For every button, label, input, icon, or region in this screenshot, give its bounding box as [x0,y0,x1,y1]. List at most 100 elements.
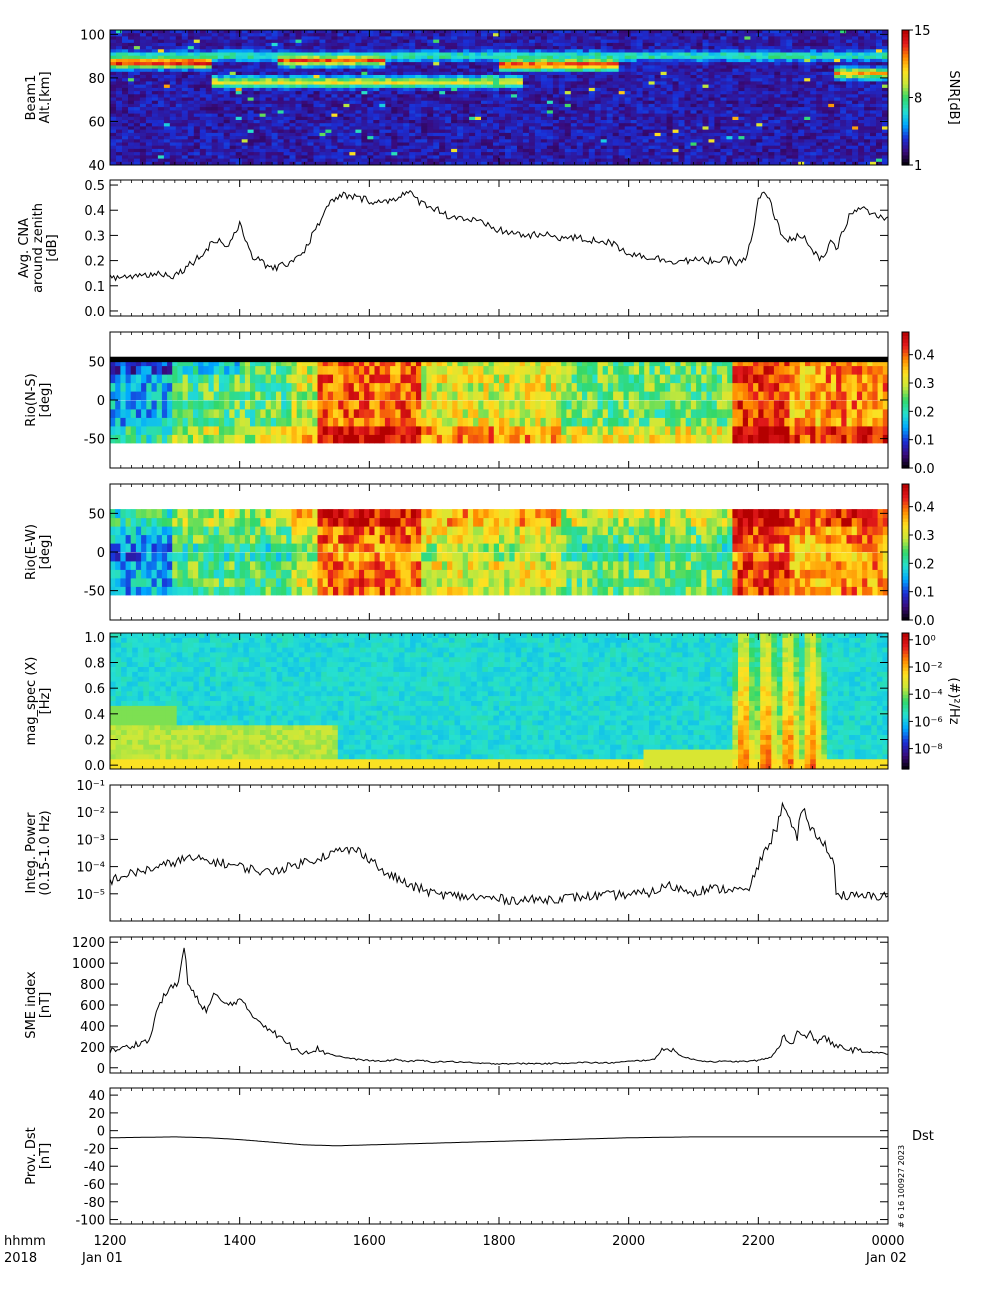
snr-cell [241,116,249,121]
snr-cell [684,110,691,115]
snr-cell [882,75,889,79]
snr-cell [846,107,853,111]
snr-cell [540,145,548,150]
snr-cell [187,100,195,105]
snr-cell [594,68,602,73]
snr-cell [702,71,709,76]
snr-cell [145,136,153,140]
snr-cell [834,87,841,92]
snr-cell [373,116,380,121]
snr-cell [762,113,769,118]
snr-cell [289,36,296,41]
snr-cell [558,58,566,63]
snr-cell [439,75,446,79]
snr-cell [361,71,368,76]
snr-cell [624,39,632,44]
snr-cell [445,75,452,79]
snr-cell [714,55,721,60]
snr-cell [858,42,865,47]
snr-cell [876,39,883,44]
snr-cell [864,46,871,50]
snr-cell [367,39,374,44]
snr-cell [421,100,428,105]
snr-cell [499,75,506,79]
snr-cell [463,65,470,70]
snr-cell [732,113,739,118]
snr-cell [271,39,279,44]
snr-cell [451,84,458,89]
snr-cell [612,129,620,134]
snr-cell [594,116,602,121]
snr-cell [421,142,428,147]
snr-cell [798,36,805,41]
snr-cell [463,120,470,124]
snr-cell [714,132,721,137]
snr-cell [475,129,482,134]
snr-cell [229,87,237,92]
snr-cell [175,68,183,73]
snr-cell [618,52,626,57]
snr-cell [810,129,817,134]
snr-cell [810,49,817,53]
snr-cell [726,142,733,147]
snr-cell [349,136,356,140]
snr-cell [271,116,279,121]
snr-cell [319,30,326,34]
snr-cell [145,100,153,105]
snr-cell [169,100,177,105]
snr-cell [660,139,668,143]
snr-cell [864,113,871,118]
snr-cell [445,87,452,92]
snr-cell [205,136,213,140]
snr-cell [451,123,458,127]
snr-cell [451,139,458,143]
snr-cell [546,68,554,73]
snr-cell [139,33,147,37]
snr-cell [133,123,141,127]
snr-cell [522,120,530,124]
snr-cell [271,71,279,76]
snr-cell [193,148,201,153]
snr-cell [756,103,763,108]
snr-cell [469,97,476,102]
snr-cell [457,36,464,41]
snr-cell [750,58,757,63]
snr-cell [331,116,338,121]
snr-cell [660,148,668,153]
snr-cell [600,148,608,153]
snr-cell [594,49,602,53]
snr-cell [714,39,721,44]
snr-cell [660,107,668,111]
snr-cell [325,142,332,147]
snr-cell [313,33,320,37]
snr-cell [235,68,243,73]
snr-cell [600,110,608,115]
snr-cell [205,116,213,121]
snr-cell [445,49,452,53]
snr-cell [684,94,691,98]
snr-cell [708,123,715,127]
snr-cell [570,113,578,118]
snr-cell [223,107,231,111]
snr-cell [205,113,213,118]
snr-cell [241,52,249,57]
snr-cell [325,126,332,131]
snr-cell [810,55,817,60]
snr-cell [289,126,296,131]
snr-cell [427,139,434,143]
snr-cell [505,145,512,150]
snr-cell [678,81,685,86]
snr-cell [702,84,709,89]
snr-cell [672,78,680,82]
snr-cell [217,139,225,143]
snr-cell [241,132,249,137]
snr-cell [289,129,296,134]
snr-cell [870,84,877,89]
snr-cell [534,120,542,124]
snr-cell [870,87,877,92]
snr-cell [205,65,213,70]
snr-cell [780,33,787,37]
snr-cell [349,78,356,82]
snr-cell [355,81,362,86]
snr-cell [128,116,135,121]
